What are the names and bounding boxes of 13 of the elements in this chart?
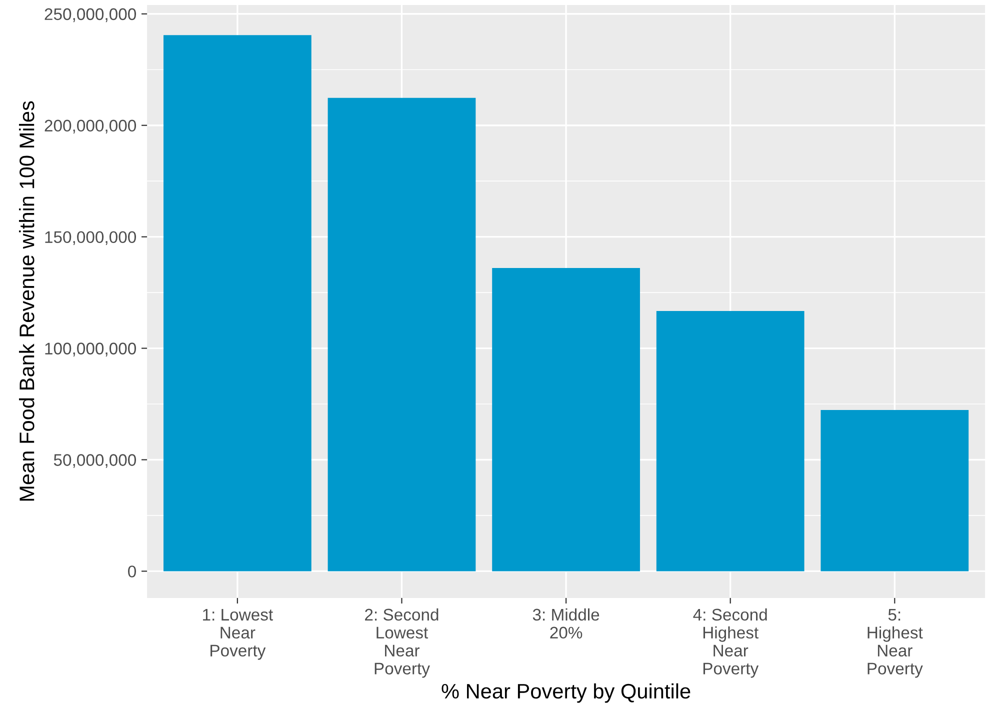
y-axis-title: Mean Food Bank Revenue within 100 Miles [18,101,34,501]
y-tick-label: 50,000,000 [54,454,136,468]
y-tick-label: 250,000,000 [44,8,136,22]
x-tick-label: 2: Second Lowest Near Poverty [365,608,438,678]
x-tick-label: 4: Second Highest Near Poverty [693,608,767,678]
x-axis-title: % Near Poverty by Quintile [442,683,690,703]
y-tick-label: 150,000,000 [45,231,136,245]
x-tick-label: 5: Highest Near Poverty [868,608,923,678]
y-tick-label: 100,000,000 [45,342,136,356]
x-tick-label: 3: Middle 20% [532,608,600,639]
y-tick-label: 200,000,000 [44,120,136,134]
x-tick-label: 1: Lowest Near Poverty [203,608,273,660]
y-tick-label: 0 [128,566,136,578]
